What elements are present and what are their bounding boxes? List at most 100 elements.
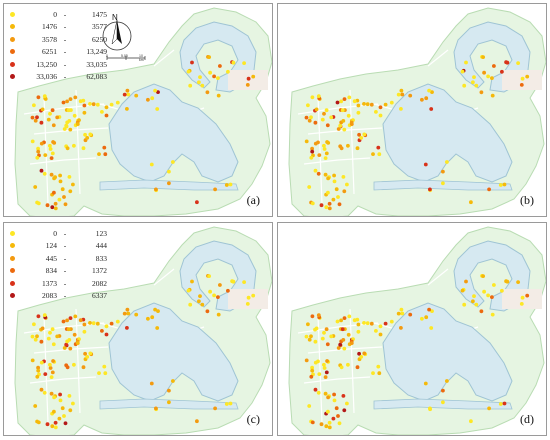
map-point <box>48 330 52 335</box>
map-point <box>190 279 194 284</box>
map-point <box>500 288 504 293</box>
map-point <box>48 366 53 370</box>
legend-row: 3578-6250 <box>10 33 107 46</box>
legend-dot <box>10 293 15 299</box>
map-point <box>329 115 334 120</box>
map-point <box>346 143 350 148</box>
map-point <box>307 404 312 408</box>
map-point <box>42 390 47 395</box>
map-point <box>324 151 329 156</box>
map-point <box>341 338 346 342</box>
map-point <box>356 110 361 115</box>
map-point <box>198 294 202 298</box>
map-point <box>35 155 40 160</box>
map-point <box>336 346 341 350</box>
map-point <box>323 172 328 177</box>
map-point <box>327 201 332 206</box>
map-point <box>167 181 171 186</box>
map-point <box>51 123 56 128</box>
map-point <box>469 419 473 424</box>
map-point <box>313 387 318 392</box>
legend-dot <box>10 61 15 67</box>
map-point <box>313 141 318 146</box>
map-point <box>67 119 72 123</box>
map-point <box>67 394 72 398</box>
map-point <box>505 60 510 65</box>
map-point <box>479 309 484 314</box>
map-point <box>36 420 41 425</box>
map-point <box>319 203 324 208</box>
map-point <box>61 319 66 324</box>
map-point <box>310 365 314 370</box>
map-point <box>441 400 445 405</box>
map-point <box>355 146 360 151</box>
map-point <box>313 120 318 125</box>
map-point <box>408 93 413 98</box>
map-point <box>213 187 218 192</box>
map-point <box>224 183 229 187</box>
map-point <box>51 359 55 363</box>
map-point <box>49 156 54 161</box>
map-point <box>460 288 465 293</box>
map-point <box>378 332 383 337</box>
legend-max: 6250 <box>92 34 107 44</box>
map-point <box>310 368 315 373</box>
map-point <box>62 127 67 131</box>
legend-max: 2082 <box>92 278 107 288</box>
legend-dot <box>10 74 15 80</box>
map-point <box>498 183 503 187</box>
map-point <box>134 93 139 98</box>
map-point <box>103 371 108 376</box>
map-point <box>325 140 329 144</box>
map-point <box>95 321 100 326</box>
map-point <box>156 309 160 313</box>
map-point <box>82 329 87 334</box>
map-point <box>33 404 38 408</box>
map-point <box>374 110 378 114</box>
legend-dot <box>10 24 15 30</box>
legend-max: 444 <box>95 241 107 250</box>
map-point <box>342 346 347 351</box>
legend-max: 1372 <box>92 266 107 275</box>
map-point <box>349 341 354 345</box>
map-point <box>441 388 445 393</box>
map-point <box>310 149 315 154</box>
map-point <box>207 55 212 59</box>
map-point <box>68 97 73 101</box>
map-point <box>50 108 55 113</box>
map-point <box>420 97 424 102</box>
map-point <box>399 88 404 93</box>
north-arrow-icon <box>102 19 132 51</box>
map-point <box>82 103 87 108</box>
map-point <box>310 201 315 206</box>
map-point <box>216 76 220 80</box>
lake <box>108 83 239 183</box>
map-point <box>42 313 47 317</box>
map-point <box>231 279 236 284</box>
map-point <box>53 201 58 206</box>
map-point <box>304 115 309 120</box>
map-point <box>324 424 329 429</box>
map-point <box>325 342 330 347</box>
map-point <box>329 334 334 339</box>
map-point <box>102 364 107 369</box>
map-point <box>50 370 55 375</box>
map-point <box>242 61 247 65</box>
map-point <box>100 110 104 114</box>
map-point <box>352 318 357 323</box>
road <box>317 95 323 205</box>
map-point <box>310 420 315 425</box>
map-point <box>371 371 375 375</box>
map-point <box>50 327 55 332</box>
map-point <box>30 115 35 120</box>
map-point <box>487 406 491 411</box>
map-point <box>97 371 101 375</box>
map-point <box>126 92 131 97</box>
map-point <box>64 342 69 347</box>
map-point <box>492 283 496 287</box>
map-point <box>424 315 429 320</box>
legend-min: 0 <box>53 9 57 19</box>
road <box>153 49 175 67</box>
map-point <box>49 375 54 379</box>
map-point <box>362 102 366 106</box>
